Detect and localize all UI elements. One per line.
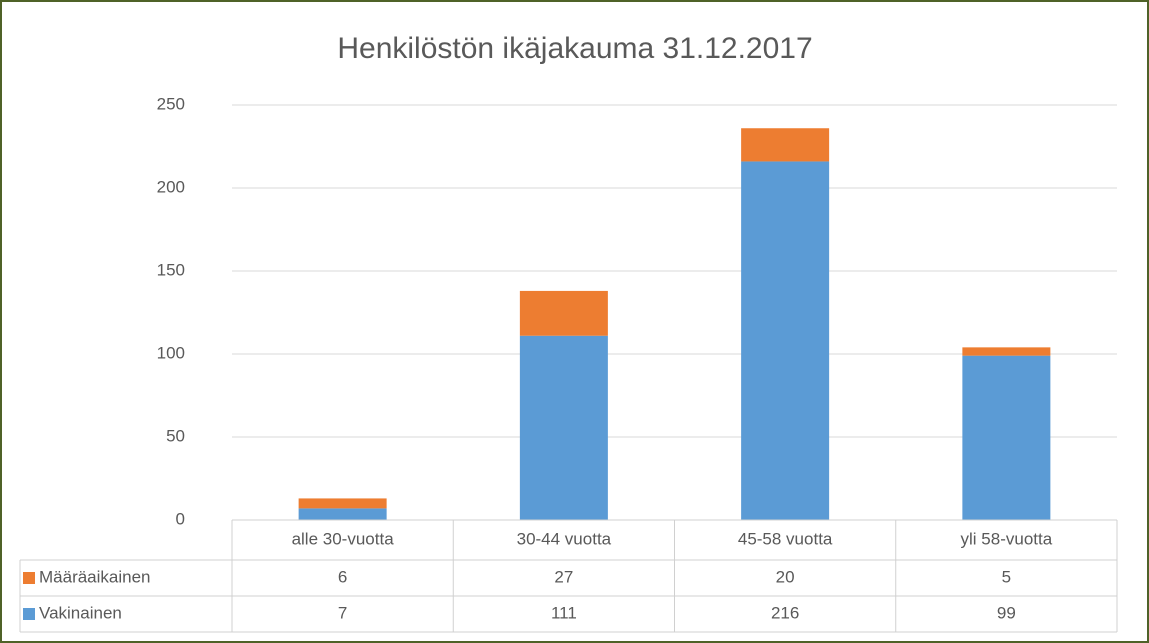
bar-segment: [962, 355, 1051, 520]
table-value: 20: [776, 567, 795, 586]
bar-segment: [519, 290, 608, 336]
x-tick-label: alle 30-vuotta: [292, 529, 395, 548]
y-tick-label: 150: [157, 260, 185, 279]
legend-key: [23, 608, 35, 620]
table-value: 7: [338, 603, 347, 622]
bar-segment: [298, 508, 387, 520]
bar-segment: [298, 498, 387, 509]
bar-segment: [519, 335, 608, 520]
bar-segment: [962, 347, 1051, 356]
table-value: 27: [554, 567, 573, 586]
table-value: 111: [551, 603, 577, 622]
y-tick-label: 50: [166, 426, 185, 445]
legend-label: Määräaikainen: [39, 567, 151, 586]
table-value: 216: [771, 603, 799, 622]
table-value: 99: [997, 603, 1016, 622]
table-value: 6: [338, 567, 347, 586]
table-value: 5: [1002, 567, 1011, 586]
y-tick-label: 100: [157, 343, 185, 362]
legend-label: Vakinainen: [39, 603, 122, 622]
legend-key: [23, 572, 35, 584]
y-tick-label: 0: [176, 509, 185, 528]
x-tick-label: yli 58-vuotta: [961, 529, 1053, 548]
chart-title: Henkilöstön ikäjakauma 31.12.2017: [337, 32, 812, 65]
bar-segment: [741, 128, 830, 162]
bar-segment: [741, 161, 830, 520]
x-tick-label: 45-58 vuotta: [738, 529, 833, 548]
y-tick-label: 250: [157, 94, 185, 113]
x-tick-label: 30-44 vuotta: [517, 529, 612, 548]
y-tick-label: 200: [157, 177, 185, 196]
